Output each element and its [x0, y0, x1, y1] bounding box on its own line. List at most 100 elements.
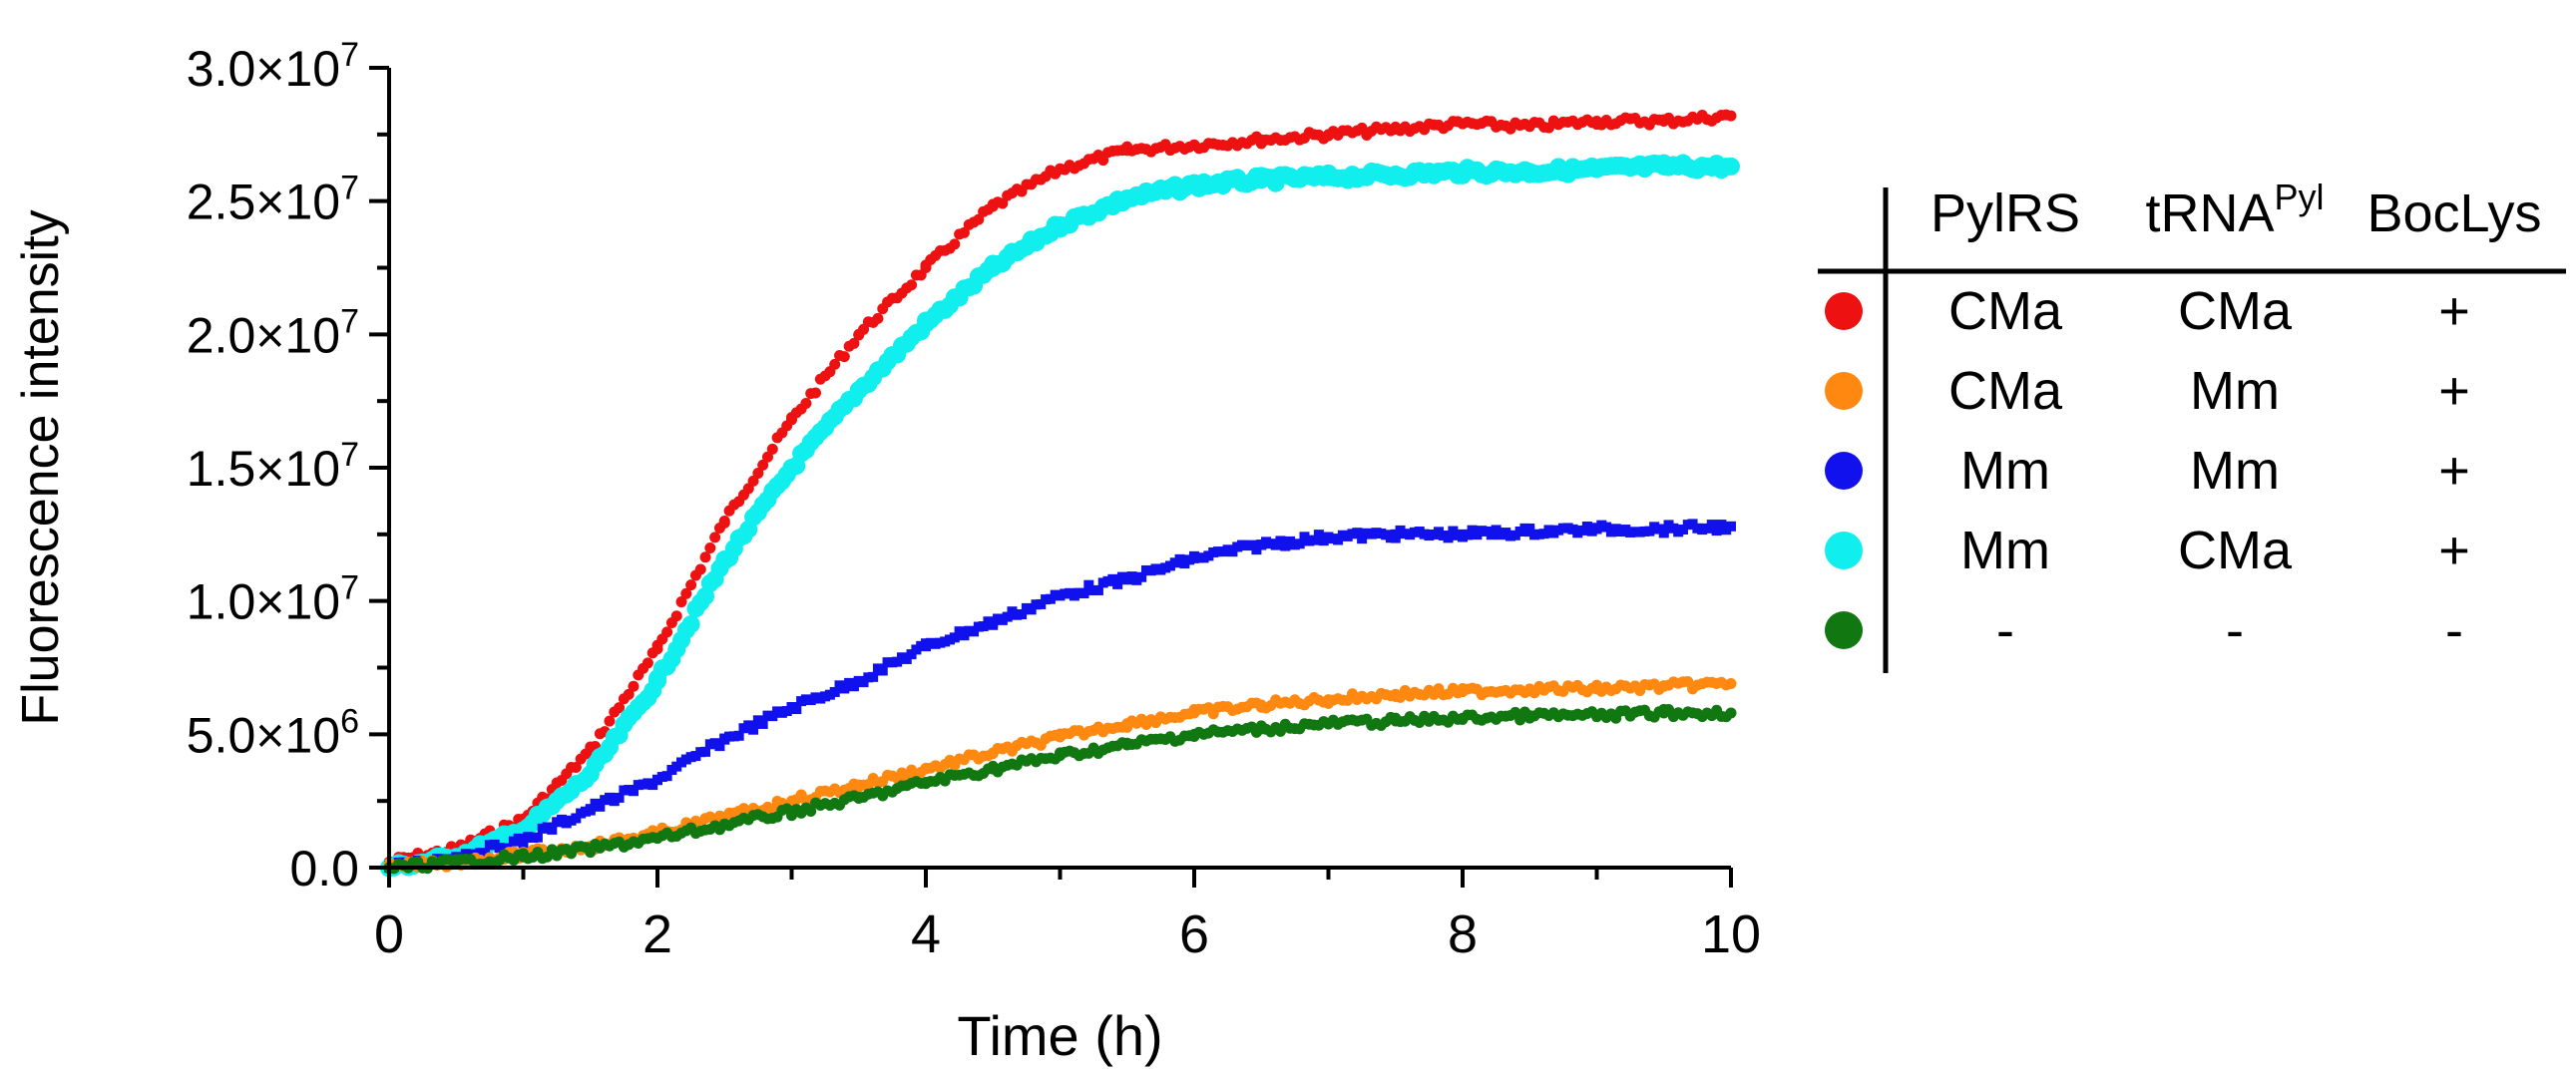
data-point: [1252, 171, 1271, 189]
data-point: [1722, 157, 1740, 176]
legend-cell: -: [2445, 600, 2463, 660]
data-point: [1725, 110, 1737, 122]
data-point: [1390, 123, 1402, 135]
data-point: [1386, 165, 1405, 183]
point-interp: [1352, 528, 1363, 539]
y-tick-mantissa: 2.0×10: [187, 307, 340, 363]
point-interp: [685, 579, 697, 591]
data-point: [782, 459, 801, 477]
point-interp: [628, 680, 640, 692]
legend-cell: Mm: [1960, 441, 2050, 501]
y-tick-mantissa: 2.5×10: [187, 175, 340, 230]
data-point: [1591, 524, 1602, 535]
x-tick-label: 0: [374, 904, 404, 964]
data-point: [1323, 718, 1334, 730]
data-point: [1591, 115, 1602, 127]
y-tick-label: 2.0×107: [187, 302, 359, 363]
y-tick-label: 1.0×107: [187, 569, 359, 630]
data-point: [1255, 723, 1267, 735]
data-point: [1121, 739, 1133, 751]
y-tick-exponent: 6: [340, 702, 359, 740]
point-interp: [1294, 539, 1305, 549]
x-tick-label: 2: [643, 904, 672, 964]
point-interp: [700, 746, 711, 757]
point-interp: [829, 686, 840, 697]
series-1: [380, 154, 1740, 878]
data-point: [1658, 707, 1670, 719]
point-interp: [1357, 534, 1368, 544]
point-interp: [748, 724, 759, 735]
legend-header-sup: Pyl: [2275, 177, 2325, 217]
data-point: [1323, 532, 1334, 542]
data-point: [1725, 678, 1737, 690]
data-point: [1658, 115, 1670, 127]
data-point: [1390, 715, 1402, 727]
point-interp: [604, 715, 616, 727]
y-tick-exponent: 7: [340, 36, 359, 74]
data-point: [1726, 521, 1736, 532]
data-point: [1457, 686, 1469, 698]
legend-cell: +: [2438, 521, 2470, 580]
point-interp: [838, 351, 850, 363]
data-point: [1323, 694, 1334, 706]
legend-cell: CMa: [2178, 281, 2293, 341]
data-point: [920, 776, 932, 788]
point-interp: [1313, 530, 1324, 540]
data-point: [1523, 683, 1535, 695]
point-interp: [733, 730, 744, 741]
data-point: [585, 804, 596, 815]
data-point: [987, 763, 999, 775]
data-point: [1055, 750, 1066, 762]
point-interp: [532, 832, 543, 843]
point-interp: [1136, 571, 1147, 582]
data-point: [849, 381, 868, 400]
data-point: [1458, 529, 1468, 539]
x-tick-label: 8: [1448, 904, 1478, 964]
data-point: [1188, 728, 1200, 740]
point-interp: [694, 563, 706, 575]
legend-table: PylRS tRNAPyl BocLys CMa CMa + CMa Mm + Mm Mm + Mm CM…: [1818, 177, 2566, 673]
data-point: [1055, 731, 1066, 743]
point-interp: [1092, 584, 1103, 595]
data-point: [1121, 574, 1132, 585]
data-point: [920, 262, 932, 273]
point-interp: [761, 451, 773, 463]
data-point: [1520, 163, 1539, 181]
point-interp: [810, 387, 822, 399]
y-tick-label: 3.0×107: [187, 36, 359, 97]
y-tick-mantissa: 3.0×10: [187, 41, 340, 97]
data-point: [715, 551, 734, 570]
x-tick-label: 4: [911, 904, 941, 964]
point-interp: [704, 541, 716, 553]
data-point: [786, 806, 797, 818]
data-point: [853, 675, 864, 686]
data-point: [853, 328, 865, 340]
point-interp: [1706, 520, 1717, 531]
data-point: [1390, 688, 1402, 700]
point-interp: [872, 312, 884, 324]
legend-cell: Mm: [2190, 361, 2280, 421]
point-interp: [757, 718, 768, 729]
data-point: [984, 258, 1003, 277]
point-interp: [661, 771, 672, 782]
legend-marker: [1825, 532, 1863, 569]
legend-marker: [1825, 452, 1863, 490]
point-interp: [547, 824, 558, 835]
y-tick-label: 0.0: [289, 841, 359, 897]
y-axis-title: Fluorescence intensity: [12, 209, 70, 725]
data-point: [1524, 527, 1535, 538]
data-point: [987, 747, 999, 759]
point-interp: [752, 468, 764, 480]
legend-header-text: tRNA: [2145, 183, 2274, 243]
data-point: [1658, 524, 1669, 535]
legend-cell: -: [1996, 600, 2014, 660]
y-tick-exponent: 7: [340, 170, 359, 207]
point-interp: [681, 615, 700, 634]
point-interp: [628, 786, 639, 797]
point-interp: [680, 587, 692, 599]
y-tick-label: 5.0×106: [187, 702, 359, 763]
data-point: [786, 414, 797, 426]
point-interp: [675, 596, 687, 608]
data-point: [1591, 710, 1602, 722]
point-interp: [670, 610, 682, 622]
